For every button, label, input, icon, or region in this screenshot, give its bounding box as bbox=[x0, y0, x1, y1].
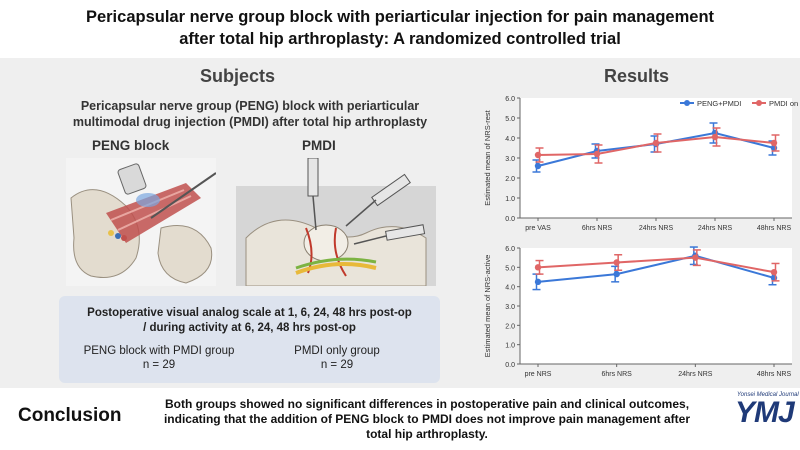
pmdi-label: PMDI bbox=[302, 138, 336, 153]
legend-swatch-dot bbox=[756, 100, 762, 106]
legend-swatch-dot bbox=[684, 100, 690, 106]
outcome-box: Postoperative visual analog scale at 1, … bbox=[59, 296, 440, 383]
subheading-line-1: Pericapsular nerve group (PENG) block wi… bbox=[80, 99, 420, 113]
data-point bbox=[593, 150, 601, 158]
title-line-1: Pericapsular nerve group block with peri… bbox=[85, 8, 715, 26]
data-point bbox=[613, 270, 620, 278]
outcome-line-1: Postoperative visual analog scale at 1, … bbox=[87, 307, 412, 319]
outcome-description: Postoperative visual analog scale at 1, … bbox=[59, 306, 440, 336]
legend-label: PENG+PMDI bbox=[697, 99, 741, 108]
y-axis-label: Estimated mean of NRS-active bbox=[483, 255, 492, 358]
nerve-dot bbox=[108, 230, 114, 236]
vessel-line bbox=[333, 227, 347, 277]
y-tick-label: 0.0 bbox=[505, 216, 515, 223]
data-point bbox=[692, 254, 699, 261]
femur-bone bbox=[157, 225, 213, 284]
peng-block-illustration bbox=[66, 158, 216, 286]
x-tick-label: 6hrs NRS bbox=[601, 371, 632, 378]
series-line-pmdi-only bbox=[537, 256, 775, 274]
x-tick-label: 24hrs NRS bbox=[678, 371, 713, 378]
vessel-dot bbox=[121, 235, 127, 241]
nerve-band bbox=[295, 262, 377, 275]
y-tick-label: 4.0 bbox=[505, 136, 515, 143]
ultrasound-probe bbox=[117, 163, 147, 195]
syringe-horizontal-needle bbox=[353, 235, 387, 245]
x-tick-label: 6hrs NRS bbox=[582, 225, 613, 232]
legend-label: PMDI only bbox=[769, 99, 798, 108]
x-tick-label: 48hrs NRS bbox=[757, 371, 792, 378]
y-tick-label: 5.0 bbox=[505, 265, 515, 272]
x-tick-label: 48hrs NRS bbox=[757, 225, 792, 232]
y-tick-label: 6.0 bbox=[505, 246, 515, 253]
data-point bbox=[613, 259, 620, 266]
vessel-dot bbox=[115, 233, 121, 239]
subheading-line-2: multimodal drug injection (PMDI) after t… bbox=[72, 115, 428, 129]
data-point bbox=[711, 133, 719, 141]
x-tick-label: pre NRS bbox=[525, 371, 552, 378]
y-tick-label: 4.0 bbox=[505, 285, 515, 292]
block-needle bbox=[150, 172, 216, 219]
nrs-rest-chart: 0.0 1.0 2.0 3.0 4.0 5.0 6.0 pre VAS 6hrs NRS 24hr… bbox=[483, 96, 798, 232]
conclusion-text: Both groups showed no significant differ… bbox=[132, 397, 722, 442]
data-point bbox=[534, 264, 542, 271]
pmdi-illustration bbox=[236, 158, 436, 286]
peng-block-label: PENG block bbox=[92, 138, 170, 153]
title-line-2: after total hip arthroplasty: A randomiz… bbox=[179, 30, 621, 48]
data-point bbox=[534, 151, 542, 159]
y-tick-label: 0.0 bbox=[505, 362, 515, 369]
conclusion-line-1: Both groups showed no significant differ… bbox=[164, 397, 690, 411]
group-2-n: n = 29 bbox=[320, 359, 354, 371]
y-tick-label: 3.0 bbox=[505, 156, 515, 163]
data-point bbox=[770, 139, 778, 147]
y-tick-label: 1.0 bbox=[505, 196, 515, 203]
syringe-diagonal-needle bbox=[345, 199, 377, 227]
conclusion-label: Conclusion bbox=[18, 405, 122, 426]
data-point bbox=[534, 162, 542, 170]
syringe-vertical-needle bbox=[312, 195, 317, 231]
subjects-heading: Subjects bbox=[200, 66, 276, 86]
results-heading: Results bbox=[604, 66, 670, 86]
subjects-subheading: Pericapsular nerve group (PENG) block wi… bbox=[40, 98, 460, 130]
x-tick-label: pre VAS bbox=[525, 225, 551, 232]
injection-band bbox=[295, 257, 377, 270]
group-peng-pmdi: PENG block with PMDI group n = 29 bbox=[69, 344, 249, 372]
conclusion-line-3: total hip arthroplasty. bbox=[366, 427, 488, 441]
y-axis-label: Estimated mean of NRS-rest bbox=[483, 109, 492, 205]
data-point bbox=[534, 278, 542, 286]
y-tick-label: 2.0 bbox=[505, 176, 515, 183]
series-line-peng-pmdi bbox=[537, 254, 775, 283]
outcome-line-2: / during activity at 6, 24, 48 hrs post-… bbox=[143, 322, 356, 334]
data-point bbox=[770, 268, 778, 276]
data-point bbox=[652, 139, 660, 147]
syringe-vertical-barrel bbox=[307, 158, 319, 197]
ultrasound-beam bbox=[136, 193, 160, 207]
x-tick-label: 24hrs NRS bbox=[639, 225, 674, 232]
muscle-fiber bbox=[117, 195, 192, 231]
journal-subtitle: Yonsei Medical Journal bbox=[737, 392, 799, 398]
group-1-n: n = 29 bbox=[142, 359, 176, 371]
syringe-horizontal-barrel bbox=[385, 224, 426, 241]
y-tick-label: 5.0 bbox=[505, 116, 515, 123]
group-pmdi-only: PMDI only group n = 29 bbox=[247, 344, 427, 372]
nrs-active-chart: 0.0 1.0 2.0 3.0 4.0 5.0 6.0 pre NRS 6hrs NRS 24hr… bbox=[483, 246, 792, 378]
group-1-name: PENG block with PMDI group bbox=[83, 345, 235, 357]
y-tick-label: 2.0 bbox=[505, 323, 515, 330]
y-tick-label: 3.0 bbox=[505, 304, 515, 311]
x-tick-label: 24hrs NRS bbox=[698, 225, 733, 232]
conclusion-line-2: indicating that the addition of PENG blo… bbox=[163, 412, 691, 426]
journal-logo: YMJ bbox=[735, 396, 795, 429]
y-tick-label: 6.0 bbox=[505, 96, 515, 103]
group-2-name: PMDI only group bbox=[294, 345, 380, 357]
plot-area bbox=[520, 98, 792, 218]
page-title: Pericapsular nerve group block with peri… bbox=[0, 6, 800, 50]
y-tick-label: 1.0 bbox=[505, 343, 515, 350]
